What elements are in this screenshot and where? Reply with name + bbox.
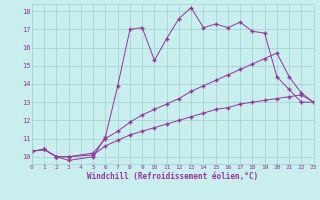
X-axis label: Windchill (Refroidissement éolien,°C): Windchill (Refroidissement éolien,°C) xyxy=(87,172,258,181)
